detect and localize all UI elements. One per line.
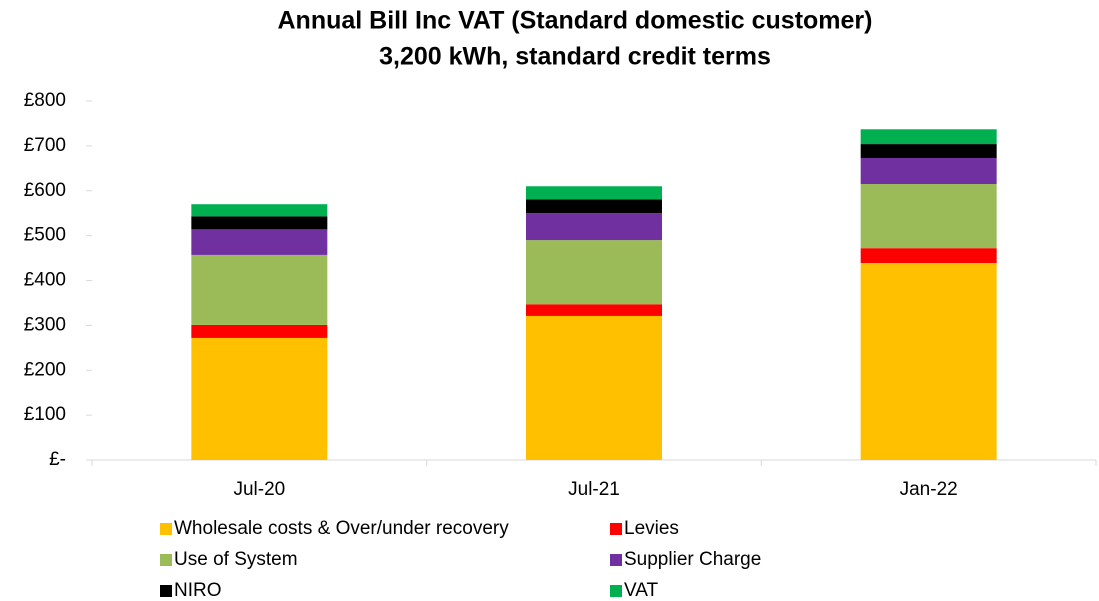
y-tick-label: £700	[24, 135, 66, 156]
bar-segment	[860, 184, 997, 249]
bar-segment	[860, 157, 997, 185]
y-tick-label: £200	[24, 359, 66, 380]
legend-swatch	[610, 554, 622, 566]
legend-swatch	[160, 523, 172, 535]
legend-label: Supplier Charge	[624, 549, 761, 570]
y-tick-label: £800	[24, 90, 66, 111]
y-tick-label: £600	[24, 180, 66, 201]
x-tick-label: Jan-22	[900, 479, 958, 500]
legend-swatch	[610, 523, 622, 535]
legend-label: Wholesale costs & Over/under recovery	[174, 518, 509, 539]
legend-swatch	[160, 585, 172, 597]
bar-segment	[860, 129, 997, 145]
bar-segment	[526, 304, 662, 316]
legend-label: Levies	[624, 518, 679, 539]
y-tick-label: £300	[24, 314, 66, 335]
legend-label: NIRO	[174, 580, 222, 601]
bar-segment	[526, 199, 662, 214]
y-tick-label: £500	[24, 225, 66, 246]
y-tick-label: £400	[24, 270, 66, 291]
bar-segment	[526, 315, 662, 460]
legend-swatch	[160, 554, 172, 566]
bar-segment	[526, 186, 662, 200]
x-tick-label: Jul-21	[568, 479, 620, 500]
bar-segment	[191, 254, 328, 325]
bar-segment	[191, 204, 328, 217]
bar-segment	[526, 240, 662, 305]
bar-segment	[860, 262, 997, 460]
bar-segment	[860, 248, 997, 263]
chart-subtitle: 3,200 kWh, standard credit terms	[379, 43, 771, 71]
y-tick-label: £-	[49, 449, 66, 470]
legend-label: Use of System	[174, 549, 298, 570]
legend-swatch	[610, 585, 622, 597]
bar-segment	[191, 216, 328, 230]
bar-segment	[191, 324, 328, 338]
chart-title: Annual Bill Inc VAT (Standard domestic c…	[278, 7, 873, 35]
bar-segment	[860, 144, 997, 158]
bar-segment	[191, 337, 328, 460]
bar-segment	[191, 229, 328, 255]
x-tick-label: Jul-20	[233, 479, 285, 500]
y-tick-label: £100	[24, 404, 66, 425]
bar-segment	[526, 213, 662, 241]
legend-label: VAT	[624, 580, 659, 601]
